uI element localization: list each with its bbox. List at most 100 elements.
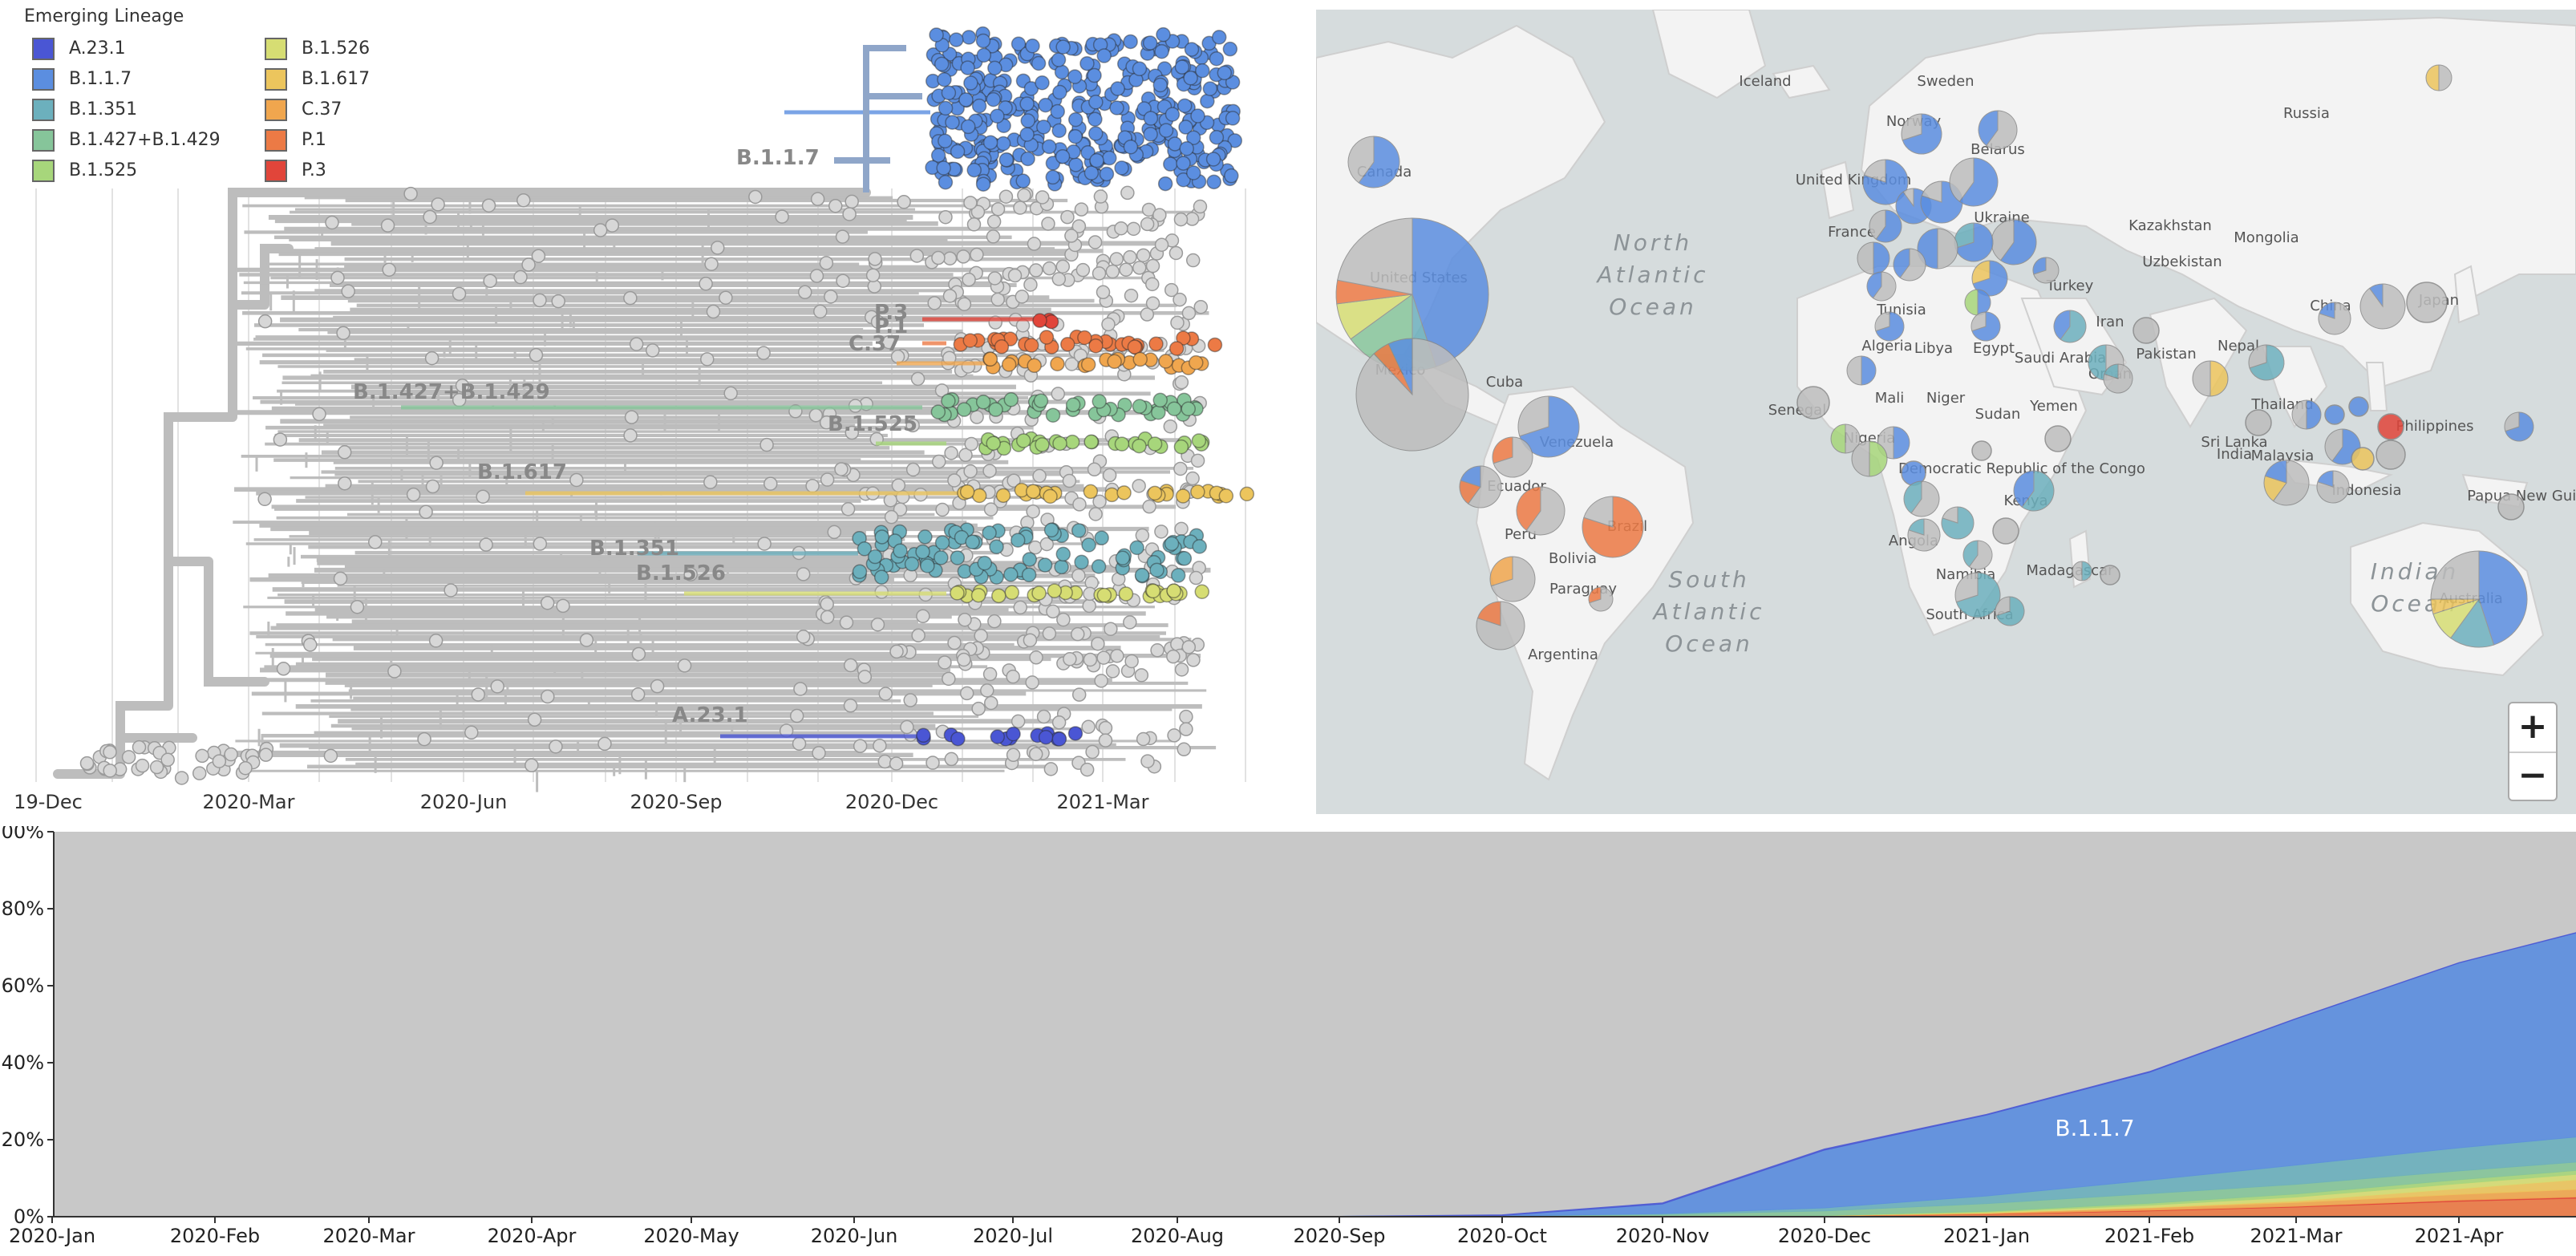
clade-c-37[interactable] xyxy=(897,351,1209,375)
tree-tip[interactable] xyxy=(1098,733,1113,748)
tree-tip[interactable] xyxy=(350,599,365,614)
tree-tip[interactable] xyxy=(878,687,893,701)
tree-tip[interactable] xyxy=(820,597,834,611)
tree-tip[interactable] xyxy=(812,746,826,760)
tree-tip[interactable] xyxy=(870,617,885,632)
tree-tip-p-1[interactable] xyxy=(994,339,1010,355)
tree-tip[interactable] xyxy=(853,739,868,753)
map-pie-chart[interactable] xyxy=(1901,113,1942,155)
tree-tip-b-1-1-7[interactable] xyxy=(1051,52,1067,67)
tree-tip[interactable] xyxy=(1042,626,1057,641)
tree-tip-b-1-1-7[interactable] xyxy=(1178,120,1193,135)
tree-tip-b-1-1-7[interactable] xyxy=(1102,150,1117,166)
tree-tip[interactable] xyxy=(868,252,882,266)
tree-tip-b-1-1-7[interactable] xyxy=(1142,35,1158,51)
tree-tip-b-1-1-7[interactable] xyxy=(1202,81,1218,96)
tree-tip-b-1-617[interactable] xyxy=(1147,485,1163,501)
tree-tip-b-1-526[interactable] xyxy=(1118,586,1134,602)
tree-tip-b-1-617[interactable] xyxy=(1175,488,1191,504)
tree-tip-p-1[interactable] xyxy=(1088,338,1104,354)
tree-tip[interactable] xyxy=(870,314,885,330)
tree-tip[interactable] xyxy=(623,290,638,306)
tree-tip-b-1-1-7[interactable] xyxy=(1136,101,1152,116)
tree-tip[interactable] xyxy=(1027,237,1042,251)
tree-tip-b-1-1-7[interactable] xyxy=(1050,103,1065,120)
tree-tip-b-1-1-7[interactable] xyxy=(1158,123,1174,138)
tree-tip-b-1-1-7[interactable] xyxy=(1167,136,1183,152)
tree-tip-b-1-351[interactable] xyxy=(904,557,920,572)
tree-tip-b-1-1-7[interactable] xyxy=(1154,43,1169,59)
tree-tip-b-1-526[interactable] xyxy=(1031,585,1047,601)
tree-tip[interactable] xyxy=(1096,285,1111,300)
tree-tip-b-1-617[interactable] xyxy=(1083,484,1099,500)
tree-tip[interactable] xyxy=(980,683,994,698)
tree-tip-b-1-617[interactable] xyxy=(1239,486,1255,502)
tree-tip-b-1-1-7[interactable] xyxy=(1201,35,1217,51)
tree-tip-b-1-1-7[interactable] xyxy=(1035,75,1050,91)
tree-tip[interactable] xyxy=(273,432,288,447)
tree-tip[interactable] xyxy=(1154,237,1169,252)
tree-tip-b-1-351[interactable] xyxy=(1071,523,1087,538)
tree-tip[interactable] xyxy=(336,326,350,340)
tree-tip[interactable] xyxy=(1174,375,1189,390)
tree-tip-c-37[interactable] xyxy=(1080,357,1096,372)
tree-tip[interactable] xyxy=(483,273,497,289)
tree-tip[interactable] xyxy=(835,229,850,244)
tree-tip-b-1-1-7[interactable] xyxy=(1211,30,1227,45)
tree-tip[interactable] xyxy=(1170,315,1185,330)
tree-tip-b-1-351[interactable] xyxy=(1022,552,1037,567)
tree-tip[interactable] xyxy=(1092,494,1107,509)
tree-tip[interactable] xyxy=(338,476,352,491)
tree-tip-b-1-1-7[interactable] xyxy=(1079,55,1095,71)
tree-tip[interactable] xyxy=(1023,633,1038,647)
tree-tip[interactable] xyxy=(1007,473,1021,488)
tree-tip-p-1[interactable] xyxy=(1127,339,1143,355)
tree-tip[interactable] xyxy=(834,462,849,476)
tree-tip[interactable] xyxy=(1101,317,1116,332)
tree-tip[interactable] xyxy=(160,752,175,768)
clade-b-1-1-7[interactable] xyxy=(784,26,1243,192)
tree-tip-b-1-351[interactable] xyxy=(1177,551,1193,566)
tree-tip[interactable] xyxy=(1056,612,1071,627)
map-pie-chart[interactable] xyxy=(1582,496,1644,558)
tree-tip-b-1-526[interactable] xyxy=(970,587,986,603)
tree-tip-b-1-1-7[interactable] xyxy=(1055,148,1071,164)
tree-tip-p-3[interactable] xyxy=(1032,313,1047,328)
tree-tip[interactable] xyxy=(925,756,940,770)
tree-tip[interactable] xyxy=(325,215,339,230)
tree-tip[interactable] xyxy=(966,217,982,232)
tree-tip[interactable] xyxy=(958,448,973,463)
tree-tip-b-1-1-7[interactable] xyxy=(1132,61,1148,77)
tree-tip-b-1-617[interactable] xyxy=(995,488,1011,504)
tree-tip-b-1-1-7[interactable] xyxy=(996,118,1011,133)
tree-tip[interactable] xyxy=(700,352,715,367)
tree-tip[interactable] xyxy=(1088,235,1103,249)
tree-tip-b-1-1-7[interactable] xyxy=(990,108,1005,124)
tree-tip-b-1-617[interactable] xyxy=(959,484,975,500)
tree-tip[interactable] xyxy=(516,192,531,208)
tree-tip-b-1-351[interactable] xyxy=(917,529,933,545)
tree-tip[interactable] xyxy=(1170,637,1185,651)
tree-tip-b-1-1-7[interactable] xyxy=(1019,96,1035,111)
map-pie-chart[interactable] xyxy=(2032,257,2060,284)
tree-tip-b-1-351[interactable] xyxy=(934,550,949,565)
tree-tip[interactable] xyxy=(1145,296,1160,311)
tree-tip[interactable] xyxy=(1105,264,1120,279)
tree-tip[interactable] xyxy=(338,445,352,460)
tree-tip[interactable] xyxy=(423,209,437,225)
tree-tip[interactable] xyxy=(1026,504,1040,519)
tree-tip-a-23-1[interactable] xyxy=(1006,726,1021,742)
tree-tip[interactable] xyxy=(1164,282,1179,298)
tree-tip-p-1[interactable] xyxy=(1077,330,1092,346)
tree-tip-b-1-617[interactable] xyxy=(1190,484,1205,500)
tree-tip[interactable] xyxy=(704,257,719,271)
legend-item-b-1-351[interactable]: B.1.351 xyxy=(32,96,137,124)
tree-tip-b-1-617[interactable] xyxy=(1043,488,1058,504)
tree-tip-b-1-1-7[interactable] xyxy=(934,56,950,72)
tree-tip[interactable] xyxy=(1152,208,1167,222)
tree-tip-b-1-1-7[interactable] xyxy=(1174,59,1190,75)
tree-tip[interactable] xyxy=(873,738,887,753)
tree-tip[interactable] xyxy=(1015,290,1030,304)
tree-tip-b-1-1-7[interactable] xyxy=(1083,165,1100,180)
tree-tip[interactable] xyxy=(224,747,238,762)
